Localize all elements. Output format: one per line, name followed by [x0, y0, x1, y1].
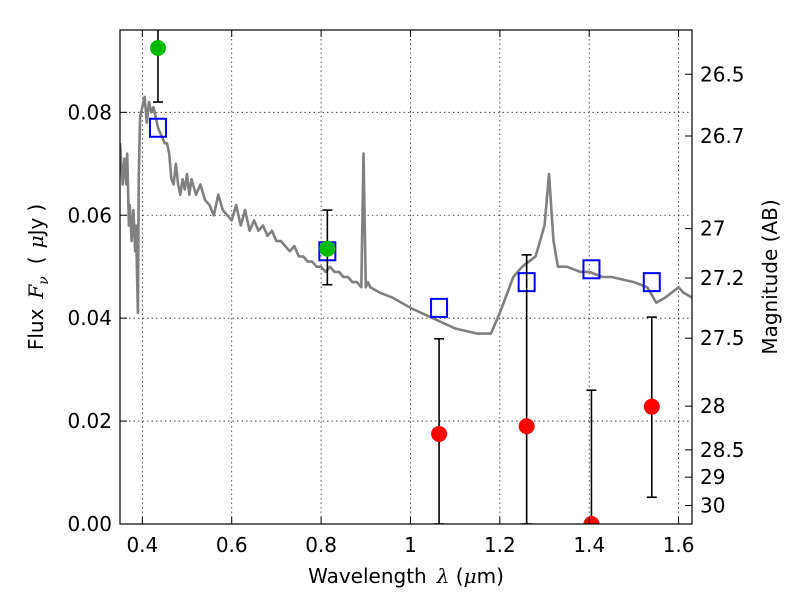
x-axis-unit-open: (: [449, 564, 463, 588]
y2-tick-label: 28: [700, 394, 725, 418]
x-tick-label: 1.2: [484, 533, 516, 557]
model-photometry-square: [582, 259, 601, 280]
axes: 0.4 0.6 0.8 1 1.2 1.4 1.6 0.00 0.02 0.04 0.06 0.08 2…: [67, 30, 745, 557]
y-axis-unit-open: (: [24, 256, 48, 264]
model-photometry-square: [642, 272, 661, 293]
y-axis-unit-close: ): [24, 204, 48, 212]
nondetection-point: [431, 425, 448, 442]
x-tick-label: 1: [404, 533, 417, 557]
x-tick-label: 0.8: [305, 533, 337, 557]
model-photometry-square: [148, 117, 167, 138]
y-tick-label: 0.04: [67, 306, 112, 330]
y2-axis-title: Magnitude (AB): [758, 199, 782, 354]
y-tick-label: 0.00: [67, 512, 112, 536]
x-tick-label: 1.4: [573, 533, 605, 557]
y-axis-flux-subscript: ν: [36, 276, 52, 285]
x-axis-unit-rest: m): [477, 564, 504, 588]
y2-tick-label: 27.5: [700, 326, 745, 350]
x-axis-lambda-symbol: λ: [436, 564, 450, 588]
x-tick-label: 0.4: [126, 533, 158, 557]
plot-frame: [119, 29, 693, 525]
model-photometry-square: [430, 297, 449, 318]
y-axis-label-text: Flux: [24, 308, 48, 350]
y-tick-label: 0.06: [67, 203, 112, 227]
nondetection-point: [518, 418, 535, 435]
nondetection-point: [643, 398, 660, 415]
nondetection-point: [583, 516, 600, 524]
x-tick-label: 0.6: [216, 533, 248, 557]
detection-point: [319, 240, 336, 257]
y2-tick-label: 29: [700, 465, 725, 489]
y2-tick-label: 26.7: [700, 124, 745, 148]
y-axis-unit-mu: μ: [24, 235, 48, 248]
y2-tick-label: 27: [700, 217, 725, 241]
y-axis-unit-rest: Jy: [24, 217, 48, 237]
sed-model-line: [120, 95, 692, 335]
y-axis-title: Flux Fν ( μJy): [24, 204, 52, 350]
y2-tick-label: 28.5: [700, 438, 745, 462]
x-axis-title: Wavelength λ (μm): [308, 564, 504, 588]
x-tick-label: 1.6: [663, 533, 695, 557]
y2-tick-label: 30: [700, 493, 725, 517]
y2-tick-label: 27.2: [700, 266, 745, 290]
y2-tick-label: 26.5: [700, 62, 745, 86]
y-axis-flux-symbol: F: [24, 284, 48, 300]
x-axis-label-text: Wavelength: [308, 564, 427, 588]
y-tick-label: 0.02: [67, 409, 112, 433]
detection-point: [149, 40, 166, 57]
x-axis-unit-mu: μ: [464, 564, 477, 588]
plot-data: [120, 30, 692, 524]
y-tick-label: 0.08: [67, 100, 112, 124]
